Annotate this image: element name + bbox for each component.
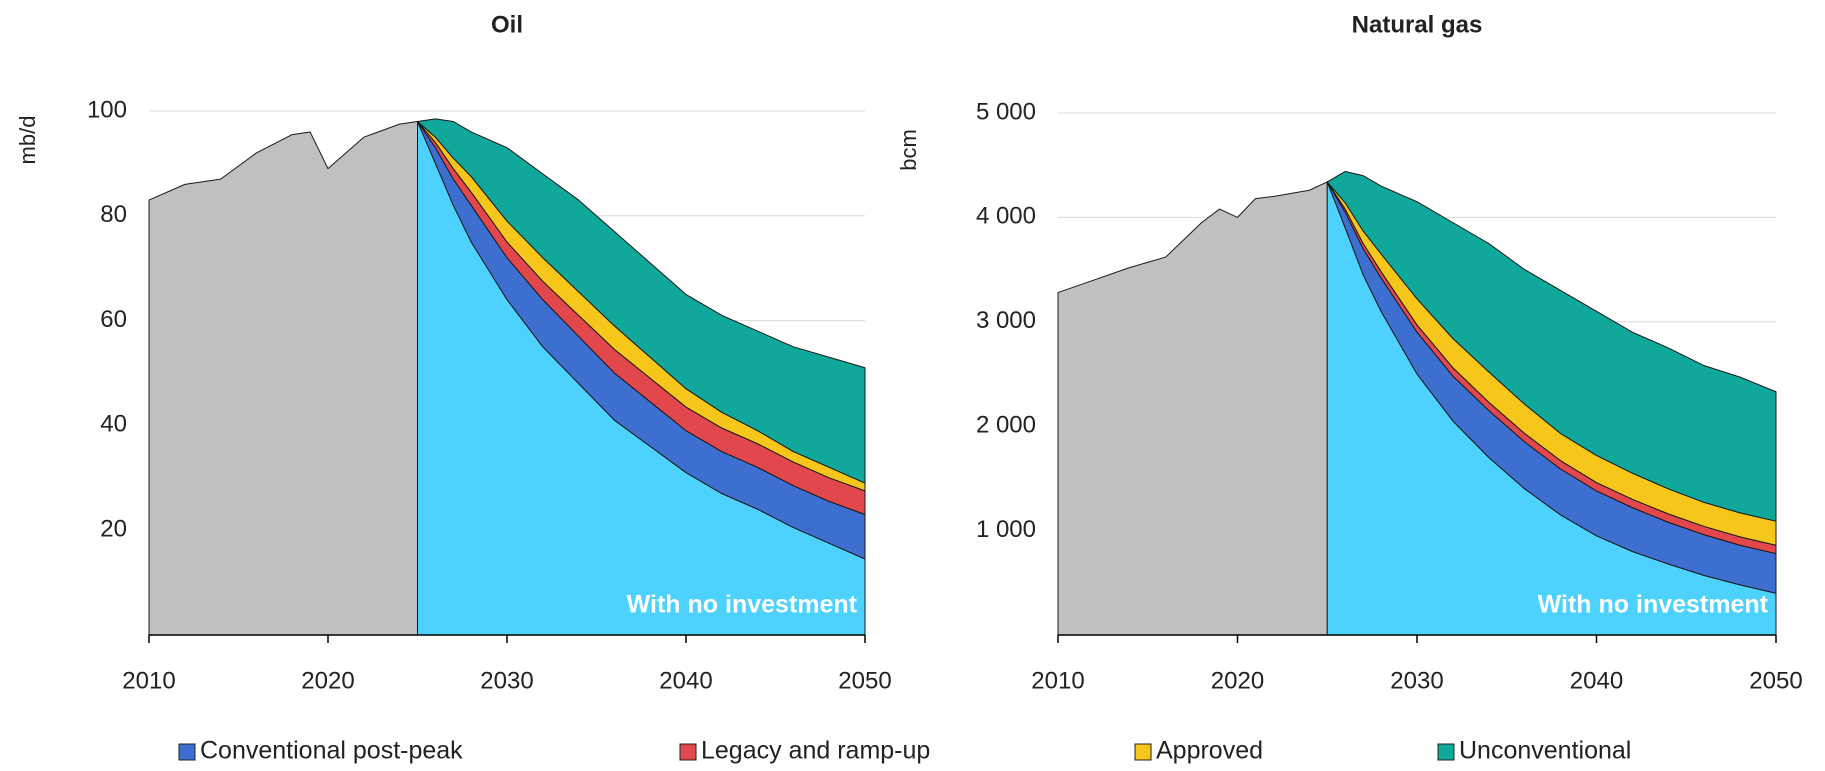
legend-swatch (1437, 743, 1455, 761)
x-tick-label: 2020 (301, 667, 354, 694)
area (148, 120, 418, 636)
y-tick-label: 2 000 (976, 412, 1036, 439)
y-tick-label: 80 (100, 201, 127, 228)
y-tick-label: 100 (87, 96, 127, 123)
annotation: With no investment (627, 591, 858, 619)
legend-swatch (679, 743, 697, 761)
x-tick-label: 2010 (1031, 667, 1084, 694)
y-tick-label: 3 000 (976, 307, 1036, 334)
y-tick-label: 4 000 (976, 203, 1036, 230)
x-tick-label: 2030 (1390, 667, 1443, 694)
x-tick-label: 2030 (480, 667, 533, 694)
y-tick-label: 60 (100, 306, 127, 333)
y-axis-label: bcm (896, 129, 921, 171)
x-tick-label: 2040 (1570, 667, 1623, 694)
area (1326, 170, 1777, 522)
annotation: With no investment (1538, 591, 1769, 619)
chart-title: Natural gas (1352, 11, 1483, 38)
legend-label: Unconventional (1459, 737, 1631, 765)
x-tick-label: 2040 (659, 667, 712, 694)
y-axis-label: mb/d (15, 116, 40, 165)
x-tick-label: 2050 (1749, 667, 1802, 694)
y-tick-label: 5 000 (976, 98, 1036, 125)
legend-label: Conventional post-peak (200, 737, 463, 765)
chart-title: Oil (491, 11, 523, 38)
legend-label: Legacy and ramp-up (701, 737, 930, 765)
x-tick-label: 2010 (122, 667, 175, 694)
legend-swatch (178, 743, 196, 761)
y-tick-label: 20 (100, 516, 127, 543)
x-tick-label: 2020 (1211, 667, 1264, 694)
x-tick-label: 2050 (838, 667, 891, 694)
y-tick-label: 40 (100, 411, 127, 438)
area (1057, 181, 1328, 636)
y-tick-label: 1 000 (976, 516, 1036, 543)
legend-swatch (1134, 743, 1152, 761)
area (417, 118, 866, 484)
legend-label: Approved (1156, 737, 1263, 765)
